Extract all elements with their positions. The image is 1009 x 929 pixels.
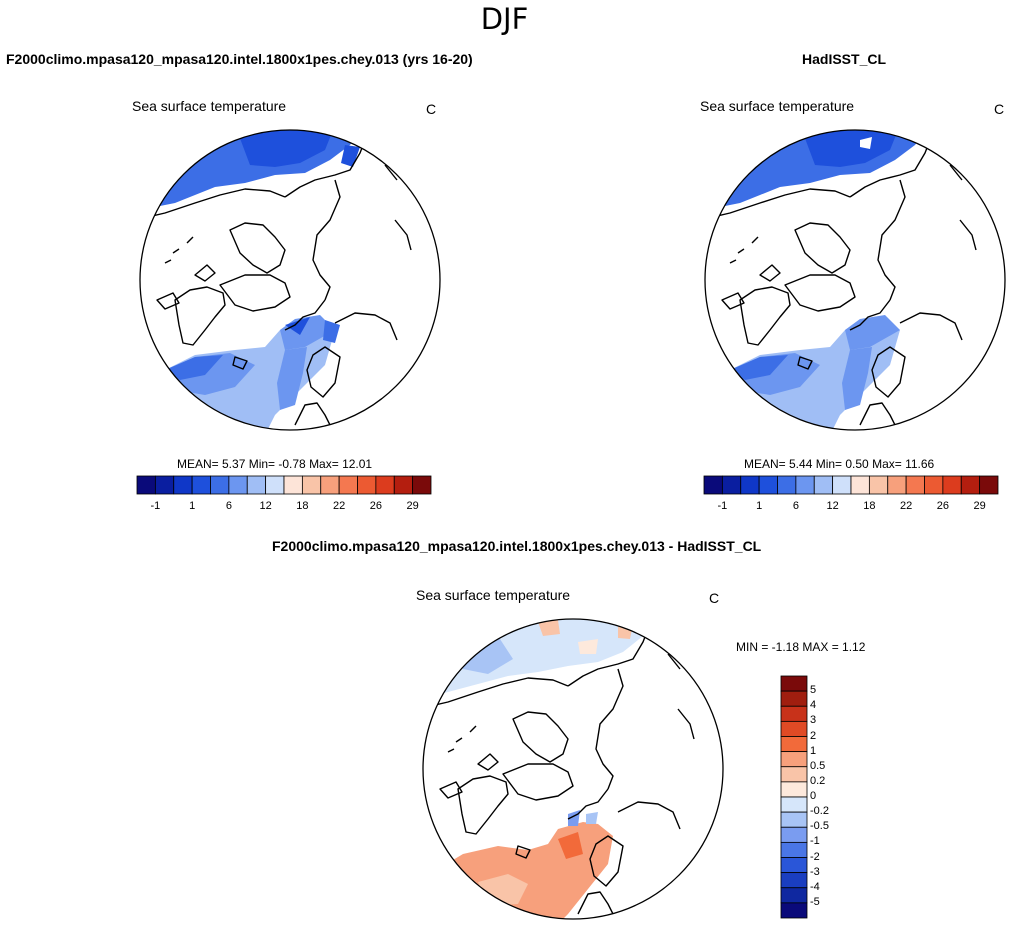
colorbar-tick-label: 6 — [792, 500, 799, 512]
colorbar-swatch — [887, 475, 907, 495]
colorbar-swatch — [795, 475, 815, 495]
colorbar-tick-label: 1 — [756, 500, 763, 512]
colorbar-swatch — [813, 475, 834, 495]
colorbar-tick-label: 1 — [189, 500, 196, 512]
panel-2-stats: MEAN= 5.44 Min= 0.50 Max= 11.66 — [744, 457, 935, 471]
colorbar-tick-label: -5 — [810, 895, 820, 908]
colorbar-tick-label: 18 — [296, 500, 309, 512]
panel-3-units: C — [709, 590, 720, 606]
colorbar-tick-label: 4 — [810, 699, 817, 712]
colorbar-swatch — [301, 475, 322, 495]
colorbar-swatch — [721, 475, 742, 495]
panel-1-stats: MEAN= 5.37 Min= -0.78 Max= 12.01 — [177, 457, 373, 471]
colorbar-tick-label: 1 — [810, 744, 817, 757]
colorbar-tick-label: -1 — [810, 835, 820, 848]
colorbar-tick-label: 12 — [259, 500, 272, 512]
colorbar-swatch — [850, 475, 870, 495]
colorbar-swatch — [960, 475, 981, 495]
colorbar-tick-label: -4 — [810, 880, 820, 893]
colorbar-tick-label: 29 — [973, 500, 986, 512]
colorbar-swatch — [740, 475, 760, 495]
colorbar-swatch — [173, 475, 193, 495]
colorbar-swatch — [758, 475, 778, 495]
colorbar-swatch — [780, 826, 808, 843]
colorbar-tick-label: -1 — [150, 500, 161, 512]
colorbar-swatch — [780, 751, 808, 768]
colorbar-swatch — [979, 475, 999, 495]
colorbar-swatch — [210, 475, 230, 495]
colorbar-tick-label: 29 — [406, 500, 419, 512]
panel-3-header: F2000climo.mpasa120_mpasa120.intel.1800x… — [272, 538, 762, 554]
panel-3-stats: MIN = -1.18 MAX = 1.12 — [736, 640, 866, 654]
colorbar-tick-label: 5 — [810, 684, 817, 697]
colorbar-swatch — [246, 475, 267, 495]
colorbar-swatch — [942, 475, 962, 495]
colorbar-swatch — [265, 475, 285, 495]
colorbar-swatch — [412, 475, 432, 495]
colorbar-tick-label: 22 — [333, 500, 346, 512]
panel-3-polar-map — [422, 618, 724, 920]
panel-2-colorbar — [703, 475, 999, 495]
colorbar-tick-label: -0.5 — [810, 820, 829, 833]
colorbar-swatch — [777, 475, 797, 495]
panel-2-polar-map — [704, 129, 1006, 431]
colorbar-swatch — [191, 475, 211, 495]
colorbar-swatch — [905, 475, 925, 495]
colorbar-swatch — [780, 781, 808, 798]
colorbar-swatch — [868, 475, 889, 495]
colorbar-swatch — [780, 766, 808, 783]
panel-1-colorbar — [136, 475, 432, 495]
colorbar-swatch — [780, 902, 808, 919]
panel-2-variable-label: Sea surface temperature — [700, 98, 855, 114]
colorbar-tick-label: 0.2 — [810, 774, 826, 787]
colorbar-tick-label: 12 — [826, 500, 839, 512]
panel-1-variable-label: Sea surface temperature — [132, 98, 287, 114]
figure-title: DJF — [480, 2, 529, 36]
colorbar-swatch — [780, 857, 808, 874]
colorbar-swatch — [780, 720, 808, 737]
colorbar-swatch — [780, 690, 808, 707]
colorbar-tick-label: -1 — [717, 500, 728, 512]
colorbar-tick-label: 6 — [225, 500, 232, 512]
colorbar-swatch — [703, 475, 723, 495]
colorbar-swatch — [357, 475, 377, 495]
colorbar-swatch — [375, 475, 395, 495]
colorbar-swatch — [154, 475, 175, 495]
colorbar-swatch — [924, 475, 944, 495]
panel-2-units: C — [994, 101, 1005, 117]
colorbar-swatch — [338, 475, 358, 495]
colorbar-swatch — [780, 705, 808, 722]
colorbar-swatch — [780, 872, 808, 889]
colorbar-swatch — [832, 475, 852, 495]
colorbar-tick-label: 2 — [810, 729, 817, 742]
colorbar-swatch — [780, 811, 808, 828]
colorbar-swatch — [780, 796, 808, 813]
colorbar-tick-label: 0 — [810, 790, 817, 802]
colorbar-tick-label: -3 — [810, 865, 820, 878]
panel-2-header: HadISST_CL — [802, 51, 887, 67]
colorbar-tick-label: 22 — [900, 500, 913, 512]
colorbar-tick-label: 26 — [936, 500, 949, 512]
colorbar-swatch — [393, 475, 414, 495]
panel-3-colorbar — [780, 675, 808, 919]
colorbar-swatch — [228, 475, 248, 495]
colorbar-swatch — [780, 887, 808, 904]
colorbar-tick-label: -0.2 — [810, 805, 829, 818]
colorbar-swatch — [320, 475, 340, 495]
colorbar-swatch — [780, 736, 808, 753]
panel-3-variable-label: Sea surface temperature — [416, 587, 571, 603]
colorbar-swatch — [283, 475, 303, 495]
colorbar-tick-label: 26 — [369, 500, 382, 512]
panel-1-header: F2000climo.mpasa120_mpasa120.intel.1800x… — [6, 51, 473, 67]
colorbar-tick-label: 0.5 — [810, 759, 826, 772]
colorbar-tick-label: 18 — [863, 500, 876, 512]
colorbar-swatch — [780, 675, 808, 692]
panel-1-polar-map — [139, 129, 441, 431]
colorbar-swatch — [136, 475, 156, 495]
panel-1-units: C — [426, 101, 437, 117]
colorbar-tick-label: 3 — [810, 714, 817, 727]
colorbar-tick-label: -2 — [810, 850, 820, 863]
colorbar-swatch — [780, 841, 808, 858]
